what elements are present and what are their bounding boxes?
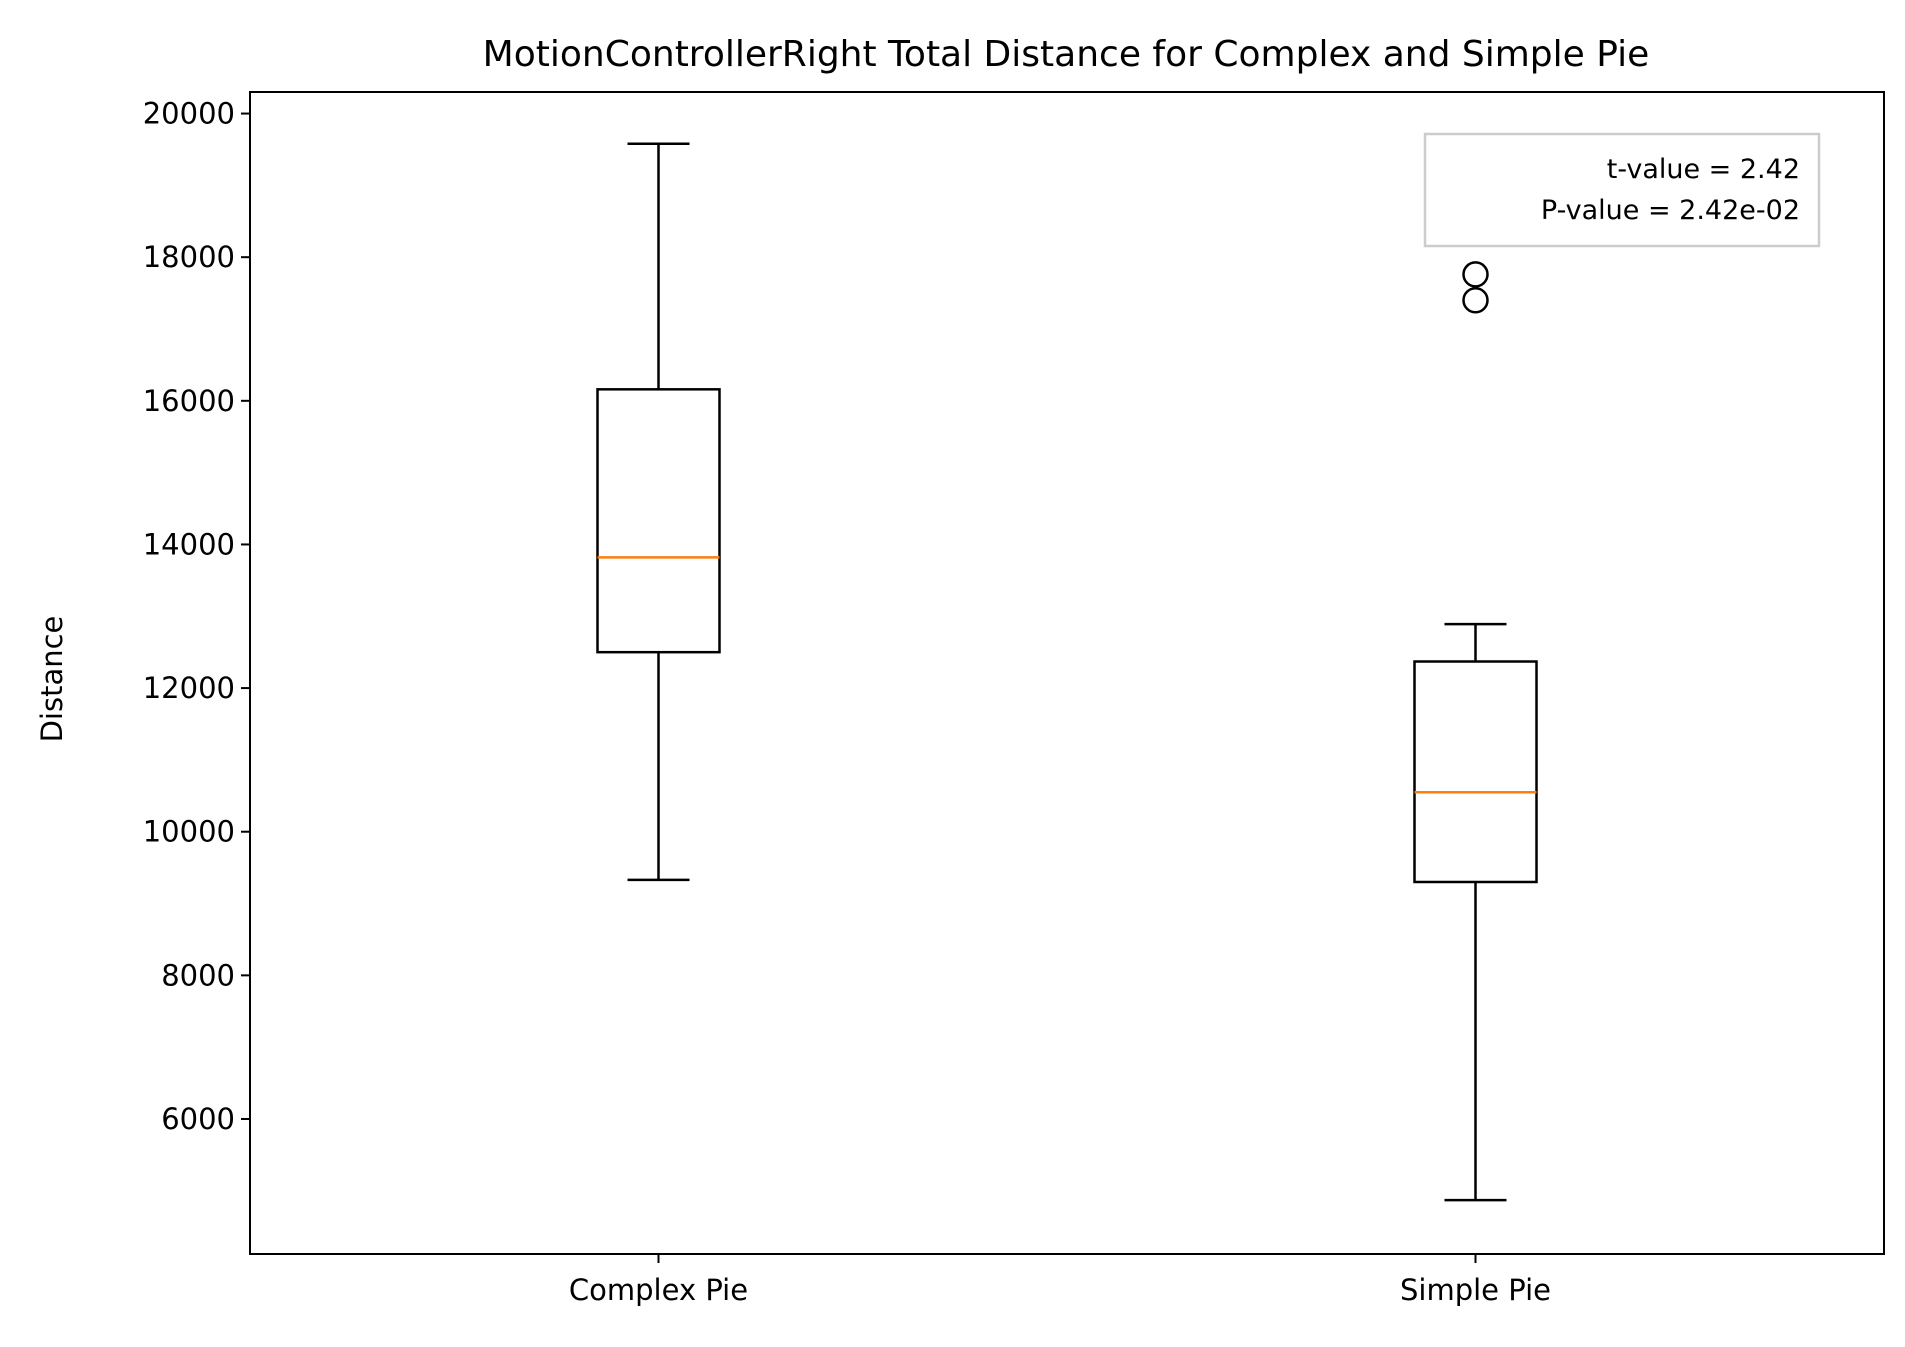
stats-annotation: t-value = 2.42 P-value = 2.42e-02 bbox=[1423, 132, 1821, 248]
y-tick-label: 12000 bbox=[143, 671, 235, 705]
box-group bbox=[596, 142, 721, 882]
y-tick-label: 14000 bbox=[143, 527, 235, 561]
y-tick-label: 8000 bbox=[161, 958, 235, 992]
y-tick-label: 20000 bbox=[143, 97, 235, 131]
y-tick-label: 16000 bbox=[143, 384, 235, 418]
outlier-point bbox=[1462, 261, 1489, 288]
y-tick-label: 18000 bbox=[143, 240, 235, 274]
y-axis-label: Distance bbox=[35, 616, 69, 743]
x-tick-label: Simple Pie bbox=[1400, 1273, 1551, 1307]
chart-title: MotionControllerRight Total Distance for… bbox=[483, 34, 1650, 75]
y-tick-label: 10000 bbox=[143, 815, 235, 849]
annotation-box bbox=[1423, 132, 1821, 248]
plot-area: 6000 8000 10000 12000 14000 16000 18000 20000 Co… bbox=[143, 97, 1551, 1307]
box-group bbox=[1413, 261, 1538, 1202]
plot-frame bbox=[249, 91, 1885, 1255]
iqr-box bbox=[1413, 660, 1538, 884]
y-tick-label: 6000 bbox=[161, 1102, 235, 1136]
outlier-point bbox=[1462, 287, 1489, 314]
p-value-text: P-value = 2.42e-02 bbox=[1541, 195, 1800, 226]
x-tick-label: Complex Pie bbox=[569, 1273, 748, 1307]
t-value-text: t-value = 2.42 bbox=[1607, 154, 1800, 185]
iqr-box bbox=[596, 388, 721, 654]
